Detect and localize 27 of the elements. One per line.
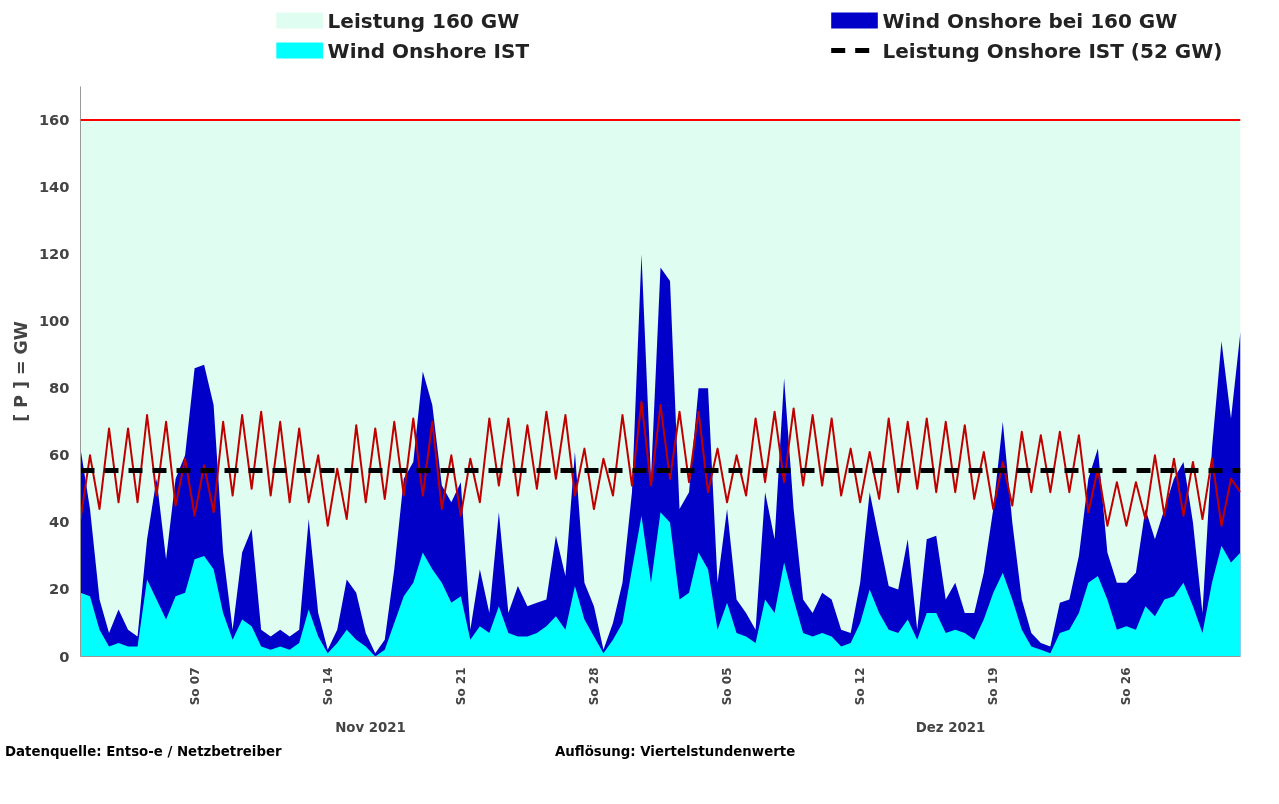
x-tick-label: So 07 <box>187 667 202 706</box>
y-tick-label: 60 <box>49 446 70 464</box>
text: Auflösung: Viertelstundenwerte <box>555 743 796 761</box>
legend-label: Leistung Onshore IST (52 GW) <box>882 38 1223 63</box>
x-tick-label: So 19 <box>986 667 1001 706</box>
x-tick-label: So 28 <box>586 667 601 706</box>
text: Dez 2021 <box>915 719 986 735</box>
text: Nov 2021 <box>335 719 406 735</box>
y-tick-label: 140 <box>38 178 70 196</box>
x-tick-label: So 12 <box>853 667 868 706</box>
y-tick-label: 160 <box>38 111 70 129</box>
legend-label: Wind Onshore IST <box>327 38 530 63</box>
x-tick-label: So 26 <box>1119 667 1134 706</box>
line-series <box>80 400 1241 527</box>
x-tick-label: So 14 <box>320 667 335 706</box>
legend-label: Leistung 160 GW <box>327 8 520 33</box>
x-tick-label: So 05 <box>720 667 735 706</box>
text: Datenquelle: Entso-e / Netzbetreiber <box>5 743 282 761</box>
y-tick-label: 100 <box>38 312 70 330</box>
y-tick-label: 80 <box>49 379 70 397</box>
y-tick-label: 40 <box>49 513 70 531</box>
y-tick-label: 0 <box>59 647 70 665</box>
x-tick-label: So 21 <box>453 667 468 706</box>
legend-label: Wind Onshore bei 160 GW <box>882 8 1178 33</box>
y-tick-label: 120 <box>38 245 70 263</box>
y-axis-title: [ P ] = GW <box>10 321 31 422</box>
y-tick-label: 20 <box>49 580 70 598</box>
